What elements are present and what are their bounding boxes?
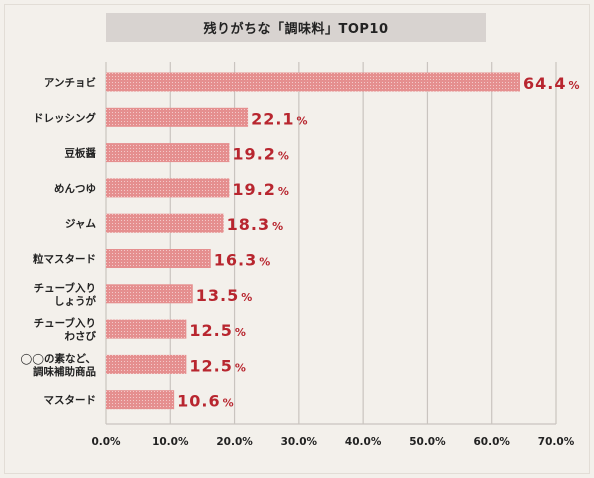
bar xyxy=(106,143,230,163)
x-tick-label: 20.0% xyxy=(216,436,253,448)
x-tick-label: 50.0% xyxy=(409,436,446,448)
x-tick-label: 10.0% xyxy=(152,436,189,448)
bar xyxy=(106,107,249,127)
category-label: マスタード xyxy=(44,395,97,407)
x-tick-label: 0.0% xyxy=(91,436,121,448)
x-tick-label: 40.0% xyxy=(345,436,382,448)
category-label: めんつゆ xyxy=(54,183,96,195)
bar xyxy=(106,249,211,268)
data-label: 12.5% xyxy=(189,321,246,340)
category-label: ジャム xyxy=(65,218,96,230)
bar xyxy=(106,390,175,410)
category-label: ドレッシング xyxy=(33,111,96,124)
chart-title: 残りがちな「調味料」TOP10 xyxy=(106,13,486,42)
data-label: 16.3% xyxy=(214,251,271,270)
bar xyxy=(106,284,193,304)
bar xyxy=(106,178,230,198)
bar xyxy=(106,319,187,339)
bar xyxy=(106,72,520,92)
x-tick-label: 70.0% xyxy=(538,436,575,448)
data-label: 18.3% xyxy=(227,215,284,234)
x-tick-label: 30.0% xyxy=(281,436,318,448)
x-tick-label: 60.0% xyxy=(473,436,510,448)
data-label: 12.5% xyxy=(189,356,246,375)
data-label: 22.1% xyxy=(251,109,308,128)
category-label: 豆板醤 xyxy=(65,147,97,160)
category-label: ◯◯の素など、調味補助商品 xyxy=(21,352,96,378)
data-label: 19.2% xyxy=(232,145,289,164)
data-label: 19.2% xyxy=(232,180,289,199)
bar xyxy=(106,354,187,374)
data-label: 13.5% xyxy=(196,286,253,305)
category-label: チューブ入りわさび xyxy=(34,317,97,343)
bar xyxy=(106,213,224,233)
data-label: 10.6% xyxy=(177,392,234,411)
category-label: チューブ入りしょうが xyxy=(34,281,97,307)
category-label: 粒マスタード xyxy=(33,253,96,266)
data-label: 64.4% xyxy=(523,74,580,93)
category-label: アンチョビ xyxy=(44,76,96,89)
